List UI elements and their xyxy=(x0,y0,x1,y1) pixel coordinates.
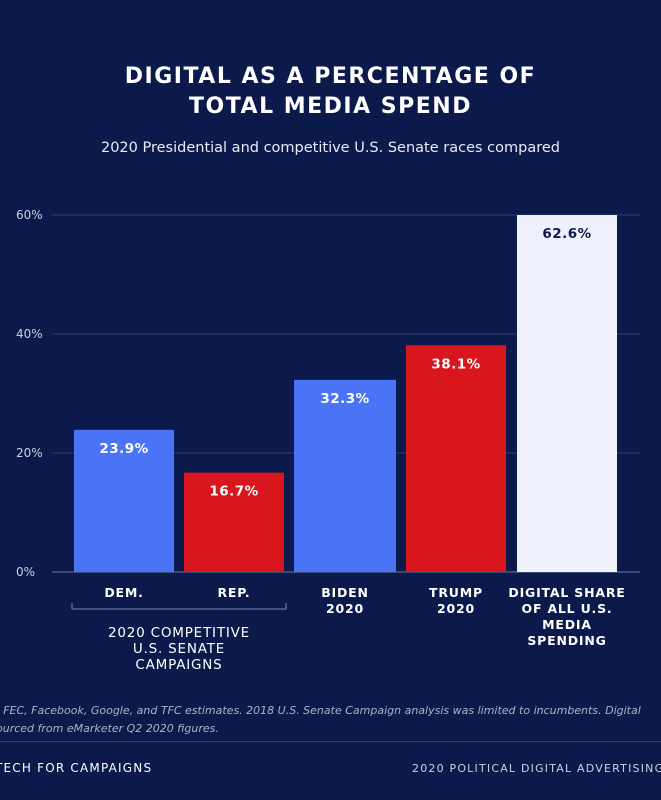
y-tick-label: 0% xyxy=(16,565,35,579)
bar xyxy=(406,345,506,572)
y-tick-label: 60% xyxy=(16,208,43,222)
chart-title: DIGITAL AS A PERCENTAGE OF TOTAL MEDIA S… xyxy=(0,62,661,122)
bar xyxy=(74,429,174,572)
bars xyxy=(74,215,617,572)
y-tick-label: 20% xyxy=(16,446,43,460)
bar-value-label: 62.6% xyxy=(542,226,591,242)
group-label: 2020 COMPETITIVE xyxy=(108,625,250,641)
footnote-line-2: ourced from eMarketer Q2 2020 figures. xyxy=(0,722,219,735)
footnote-line-1: : FEC, Facebook, Google, and TFC estimat… xyxy=(0,704,641,717)
category-label: SPENDING xyxy=(527,633,606,648)
source-footnote: : FEC, Facebook, Google, and TFC estimat… xyxy=(0,702,661,738)
bar-chart: 0% 20% 40% 60% 23.9% 16.7% 32.3% 38.1% 62.6% DE… xyxy=(16,208,640,673)
category-label: BIDEN xyxy=(321,585,369,600)
group-bracket xyxy=(71,603,287,610)
footer-report-title: 2020 POLITICAL DIGITAL ADVERTISING R xyxy=(412,762,661,775)
chart-title-line-1: DIGITAL AS A PERCENTAGE OF xyxy=(124,64,537,89)
bar-value-label: 23.9% xyxy=(99,441,148,457)
bar-value-labels: 23.9% 16.7% 32.3% 38.1% 62.6% xyxy=(99,226,591,500)
chart-subtitle: 2020 Presidential and competitive U.S. S… xyxy=(100,140,560,156)
bar xyxy=(517,215,617,572)
category-label: REP. xyxy=(218,585,251,600)
group-label: U.S. SENATE xyxy=(133,641,225,657)
y-tick-label: 40% xyxy=(16,327,43,341)
y-axis-ticks: 0% 20% 40% 60% xyxy=(16,208,43,579)
category-label: DEM. xyxy=(104,585,143,600)
category-label: 2020 xyxy=(326,601,364,616)
chart-title-line-2: TOTAL MEDIA SPEND xyxy=(189,94,472,119)
footer-divider xyxy=(0,741,661,742)
group-label: CAMPAIGNS xyxy=(135,657,222,673)
category-label: MEDIA xyxy=(542,617,592,632)
category-label: 2020 xyxy=(437,601,475,616)
footer-brand: TECH FOR CAMPAIGNS xyxy=(0,761,153,775)
bar xyxy=(184,472,284,572)
category-label: OF ALL U.S. xyxy=(522,601,613,616)
bar-value-label: 16.7% xyxy=(209,484,258,500)
category-label: TRUMP xyxy=(429,585,483,600)
bar xyxy=(294,379,396,572)
bar-value-label: 32.3% xyxy=(320,391,369,407)
category-label: DIGITAL SHARE xyxy=(508,585,625,600)
bar-value-label: 38.1% xyxy=(431,356,480,372)
